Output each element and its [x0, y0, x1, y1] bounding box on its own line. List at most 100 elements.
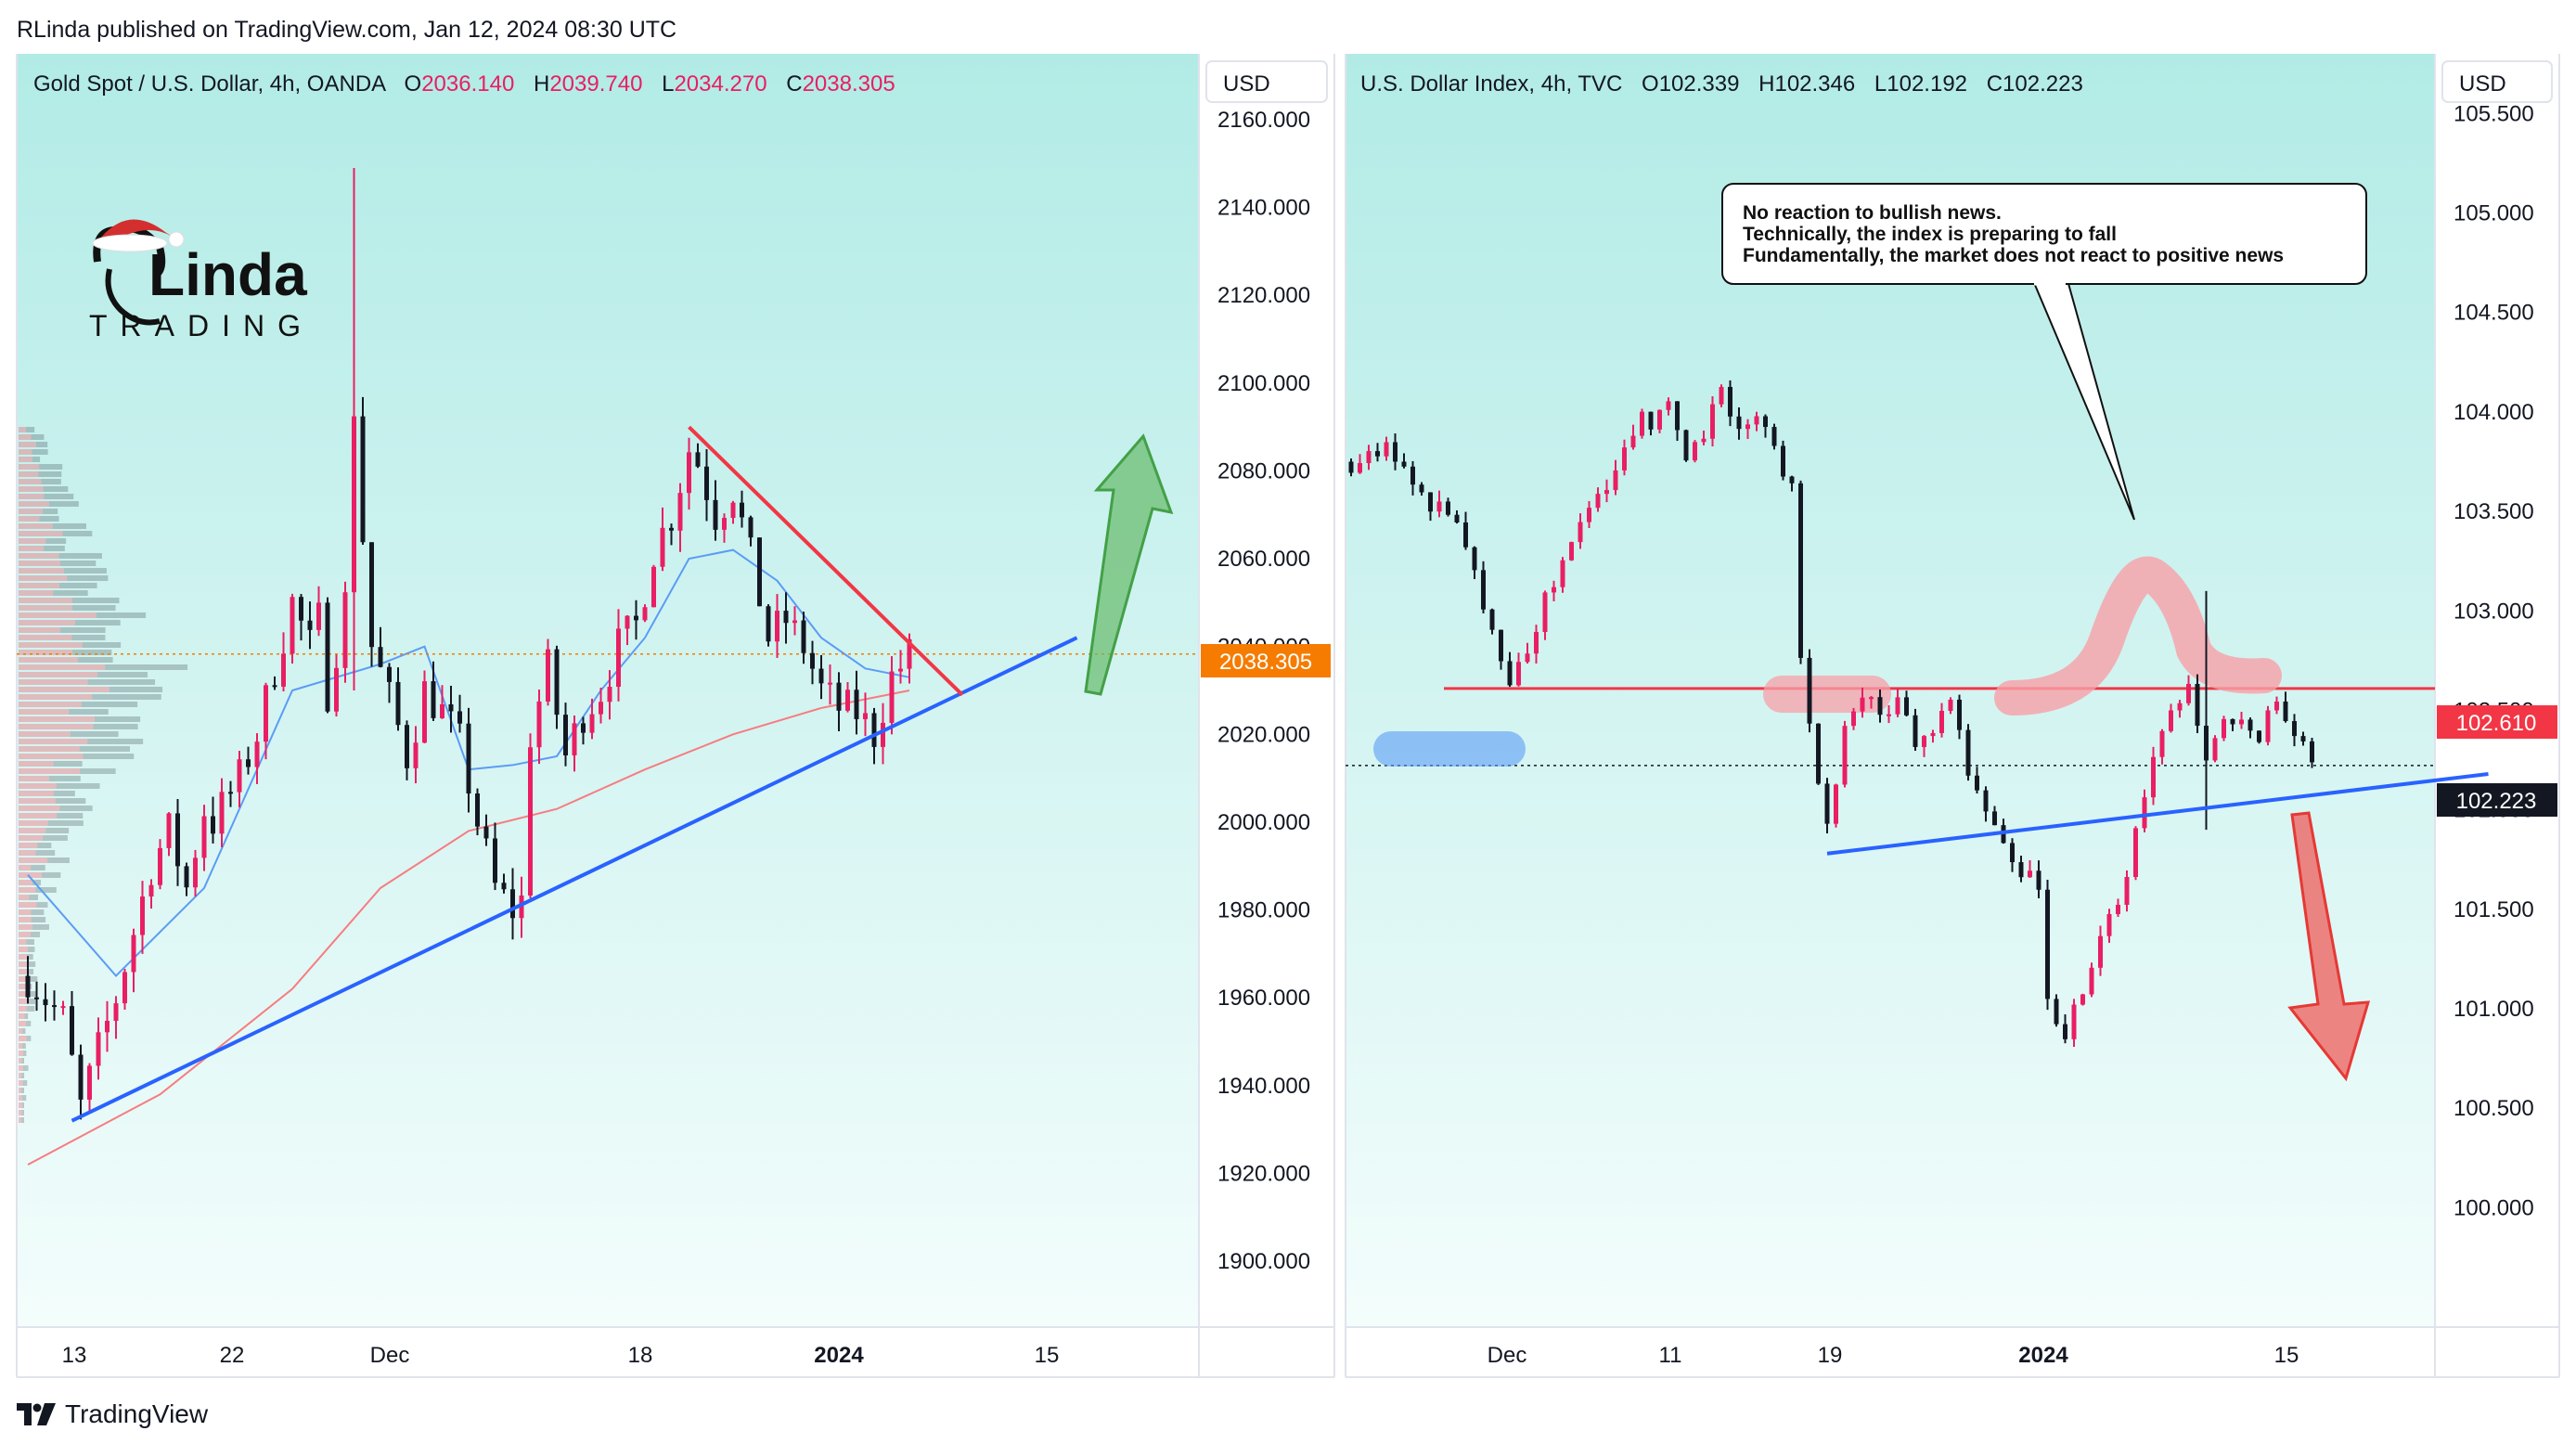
- gold-candle-body: [264, 685, 268, 742]
- volume-profile-bar-up: [19, 635, 72, 640]
- bearish-forecast-arrow: [2287, 811, 2371, 1082]
- gold-chart-panel[interactable]: 2160.000 2140.000 2120.000 2100.000 2080.000…: [16, 54, 1335, 1378]
- dxy-candle-body: [2080, 994, 2085, 1005]
- gold-candle-body: [783, 611, 789, 624]
- dxy-candle-body: [2265, 710, 2271, 742]
- dxy-candle-body: [1701, 438, 1707, 443]
- publisher-header: RLinda published on TradingView.com, Jan…: [17, 17, 677, 43]
- dxy-candle-body: [1428, 492, 1433, 512]
- volume-profile-bar-up: [19, 1073, 22, 1078]
- gold-candle-body: [325, 602, 330, 712]
- volume-profile-bar-down: [77, 657, 113, 663]
- volume-profile-bar-up: [19, 1088, 21, 1093]
- gold-x-tick: 22: [220, 1343, 245, 1368]
- volume-profile-bar-up: [19, 880, 32, 885]
- gold-price-scale[interactable]: [1199, 54, 1334, 1327]
- volume-profile-bar-down: [39, 464, 63, 470]
- volume-profile-bar-up: [19, 516, 40, 522]
- callout-line-3: Fundamentally, the market does not react…: [1743, 245, 2284, 266]
- dxy-candle-body: [1869, 697, 1874, 700]
- dxy-last-price-tag: [2437, 783, 2557, 817]
- volume-profile-bar-down: [56, 783, 100, 789]
- dxy-candle-body: [1587, 508, 1591, 522]
- gold-candle-body: [704, 466, 709, 500]
- volume-profile-bar-up: [19, 694, 93, 700]
- volume-profile-bar-up: [19, 1028, 22, 1034]
- volume-profile-bar-down: [31, 434, 45, 440]
- dxy-candle-body: [1957, 699, 1962, 730]
- dxy-candle-body: [1736, 416, 1742, 430]
- gold-candle-body: [695, 452, 701, 467]
- volume-profile-bar-up: [19, 434, 32, 440]
- volume-profile-bar-up: [19, 768, 81, 774]
- gold-candle-body: [599, 702, 603, 715]
- volume-profile-bar-down: [87, 739, 144, 744]
- svg-text:TRADING: TRADING: [89, 309, 314, 342]
- volume-profile-bar-down: [26, 954, 33, 960]
- tradingview-footer[interactable]: TradingView: [17, 1396, 208, 1433]
- volume-profile-bar-down: [22, 1043, 26, 1049]
- volume-profile-bar-down: [74, 620, 121, 625]
- dxy-candle-body: [1842, 726, 1848, 785]
- gold-candle-body: [546, 649, 550, 702]
- volume-profile-bar-up: [19, 806, 60, 811]
- dxy-x-tick: 2024: [2018, 1343, 2068, 1368]
- volume-profile-bar-up: [19, 672, 98, 677]
- gold-candle-body: [431, 681, 436, 718]
- dxy-candle-body: [2257, 730, 2261, 742]
- dxy-x-tick: Dec: [1488, 1343, 1527, 1368]
- gold-x-axis: 13 22 Dec 18 2024 15: [62, 1343, 1060, 1368]
- gold-y-tick: 2100.000: [1217, 371, 1310, 396]
- volume-profile-bar-down: [71, 635, 106, 640]
- volume-profile-bar-up: [19, 976, 28, 982]
- volume-profile-bar-down: [32, 449, 48, 455]
- dxy-price-scale[interactable]: [2435, 54, 2559, 1327]
- dxy-candle-body: [1560, 560, 1565, 587]
- dxy-chart-panel[interactable]: 105.500 105.000 104.500 104.000 103.500 103.0…: [1345, 54, 2560, 1378]
- dxy-candle-body: [1675, 401, 1680, 431]
- dxy-candle-body: [2300, 736, 2306, 741]
- dxy-candle-body: [1781, 445, 1785, 477]
- volume-profile-bar-up: [19, 620, 75, 625]
- volume-profile-bar-down: [58, 553, 102, 559]
- volume-profile-bar-up: [19, 835, 43, 841]
- dxy-candle-body: [2222, 718, 2226, 739]
- gold-volume-profile: [19, 427, 188, 1123]
- dxy-x-tick: 11: [1659, 1343, 1682, 1368]
- gold-candle-body: [158, 847, 162, 885]
- gold-candle-body: [43, 999, 48, 1006]
- volume-profile-bar-down: [24, 1013, 29, 1019]
- volume-profile-bar-down: [47, 820, 84, 826]
- volume-profile-bar-down: [81, 702, 138, 707]
- dxy-candle-body: [1789, 476, 1795, 483]
- dxy-candle-body: [1410, 466, 1415, 485]
- volume-profile-bar-down: [35, 887, 57, 893]
- volume-profile-bar-down: [41, 479, 61, 484]
- dxy-candle-body: [2239, 719, 2244, 725]
- dxy-candle-body: [1569, 542, 1574, 561]
- gold-slow-moving-average: [27, 690, 910, 1166]
- gold-open: 2036.140: [421, 71, 514, 97]
- gold-currency-button[interactable]: [1205, 60, 1328, 103]
- gold-candle-body: [722, 518, 727, 530]
- volume-profile-bar-up: [19, 561, 60, 566]
- volume-profile-bar-up: [19, 449, 32, 455]
- bullish-forecast-arrow: [1084, 433, 1174, 696]
- volume-profile-bar-down: [109, 687, 163, 692]
- volume-profile-bar-down: [32, 880, 41, 885]
- dxy-candle-body: [2036, 870, 2041, 890]
- volume-profile-bar-up: [19, 590, 54, 596]
- volume-profile-bar-up: [19, 650, 73, 655]
- gold-y-tick: 1900.000: [1217, 1249, 1310, 1274]
- gold-candle-body: [272, 685, 277, 688]
- dxy-y-tick: 100.000: [2454, 1195, 2534, 1220]
- gold-candle-body: [642, 607, 648, 621]
- volume-profile-bar-up: [19, 954, 27, 960]
- dxy-candle-body: [2028, 870, 2032, 878]
- dxy-candle-body: [1710, 404, 1715, 439]
- dxy-currency-button[interactable]: [2441, 60, 2553, 103]
- dxy-candle-body: [1904, 697, 1909, 716]
- volume-profile-bar-up: [19, 761, 54, 767]
- gold-candle-body: [607, 687, 612, 703]
- gold-candle-body: [871, 713, 877, 747]
